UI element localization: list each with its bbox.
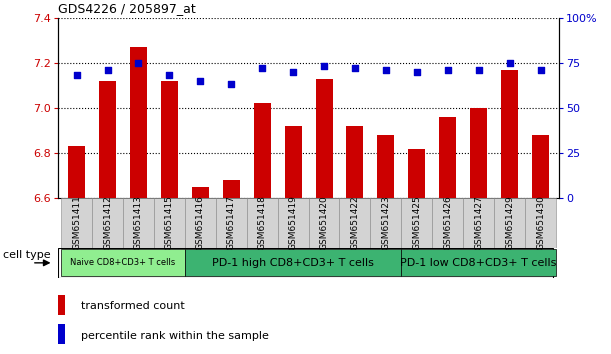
Point (505, 60, 514, 66)
Text: GSM651429: GSM651429 (505, 196, 514, 250)
Point (443, 67, 453, 73)
Point (226, 82, 236, 87)
Bar (277, 198, 309, 248)
Bar (92, 198, 123, 248)
Text: GSM651423: GSM651423 (381, 196, 390, 250)
Text: GSM651420: GSM651420 (320, 196, 329, 250)
Bar (432, 198, 463, 248)
Bar (315, 79, 332, 198)
Point (257, 65, 267, 71)
Point (134, 60, 144, 66)
Bar (58, 295, 65, 315)
Bar (401, 198, 432, 248)
Bar (68, 146, 85, 198)
Text: percentile rank within the sample: percentile rank within the sample (81, 331, 268, 341)
Bar (439, 117, 456, 198)
Text: GSM651430: GSM651430 (536, 195, 545, 251)
Text: GSM651418: GSM651418 (258, 195, 266, 251)
Point (412, 69, 422, 75)
Text: GSM651417: GSM651417 (227, 195, 236, 251)
Bar (154, 198, 185, 248)
Text: GSM651422: GSM651422 (351, 196, 359, 250)
Text: GSM651419: GSM651419 (288, 195, 298, 251)
Bar (61, 249, 185, 276)
Bar (58, 324, 65, 344)
Bar (470, 108, 487, 198)
Text: GSM651425: GSM651425 (412, 196, 422, 250)
Text: GSM651412: GSM651412 (103, 196, 112, 250)
Bar (285, 126, 302, 198)
Bar (223, 180, 240, 198)
Bar (61, 198, 92, 248)
Bar (378, 135, 394, 198)
Bar (247, 198, 277, 248)
Text: PD-1 low CD8+CD3+ T cells: PD-1 low CD8+CD3+ T cells (400, 258, 557, 268)
Text: PD-1 high CD8+CD3+ T cells: PD-1 high CD8+CD3+ T cells (212, 258, 374, 268)
Point (103, 67, 112, 73)
Point (350, 65, 360, 71)
Bar (340, 198, 370, 248)
Bar (494, 198, 525, 248)
Text: GDS4226 / 205897_at: GDS4226 / 205897_at (58, 2, 196, 15)
Bar (370, 198, 401, 248)
Text: GSM651411: GSM651411 (72, 195, 81, 251)
Text: GSM651427: GSM651427 (474, 196, 483, 250)
Point (288, 69, 298, 75)
Text: transformed count: transformed count (81, 301, 185, 311)
Bar (463, 198, 494, 248)
Text: GSM651415: GSM651415 (165, 195, 174, 251)
Bar (185, 198, 216, 248)
Text: GSM651413: GSM651413 (134, 195, 143, 251)
Text: GSM651416: GSM651416 (196, 195, 205, 251)
Text: Naive CD8+CD3+ T cells: Naive CD8+CD3+ T cells (70, 258, 175, 267)
Point (474, 67, 483, 73)
Bar (254, 103, 271, 198)
Bar (130, 47, 147, 198)
Bar (161, 81, 178, 198)
Text: GSM651426: GSM651426 (443, 196, 452, 250)
Bar (309, 198, 340, 248)
Point (164, 73, 174, 78)
Bar (216, 198, 247, 248)
Bar (99, 81, 116, 198)
Point (319, 64, 329, 69)
Bar (408, 149, 425, 198)
Bar (346, 126, 364, 198)
Bar (401, 249, 556, 276)
Bar (192, 187, 209, 198)
Bar (501, 70, 518, 198)
Point (381, 67, 391, 73)
Point (71, 73, 81, 78)
Bar (525, 198, 556, 248)
Bar (123, 198, 154, 248)
Bar (532, 135, 549, 198)
Bar (185, 249, 401, 276)
Point (196, 78, 205, 84)
Text: cell type: cell type (3, 250, 51, 260)
Point (536, 67, 546, 73)
